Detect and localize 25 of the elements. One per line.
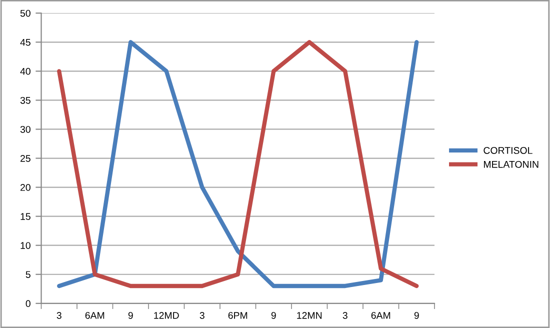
y-tick-label: 0	[26, 300, 30, 308]
x-tick-label: 9	[128, 312, 133, 319]
x-tick-label: 6AM	[85, 312, 104, 319]
line-series	[57, 40, 419, 288]
x-tick-label: 3	[342, 312, 348, 319]
y-tick-label: 50	[20, 10, 30, 17]
y-tick-label: 10	[20, 242, 30, 249]
y-tick-label: 5	[26, 271, 30, 278]
legend-label: MELATONIN	[484, 160, 538, 168]
y-tick-label: 35	[20, 96, 30, 104]
legend-label: CORTISOL	[484, 147, 532, 154]
x-tick-label: 6PM	[228, 312, 248, 319]
y-tick-label: 45	[20, 38, 30, 46]
x-tick-label: 12MD	[154, 312, 179, 319]
x-tick-label: 3	[56, 312, 62, 319]
y-tick-label: 40	[20, 68, 30, 75]
x-tick-label: 3	[200, 312, 204, 319]
y-tick-label: 25	[20, 154, 30, 162]
y-tick-label: 20	[20, 184, 30, 191]
x-tick-label: 6AM	[371, 312, 390, 319]
y-tick-label: 15	[20, 213, 30, 220]
x-tick-label: 9	[271, 312, 276, 319]
y-tick-label: 30	[20, 126, 30, 133]
x-tick-label: 12MN	[297, 312, 322, 319]
x-tick-label: 9	[414, 312, 419, 319]
